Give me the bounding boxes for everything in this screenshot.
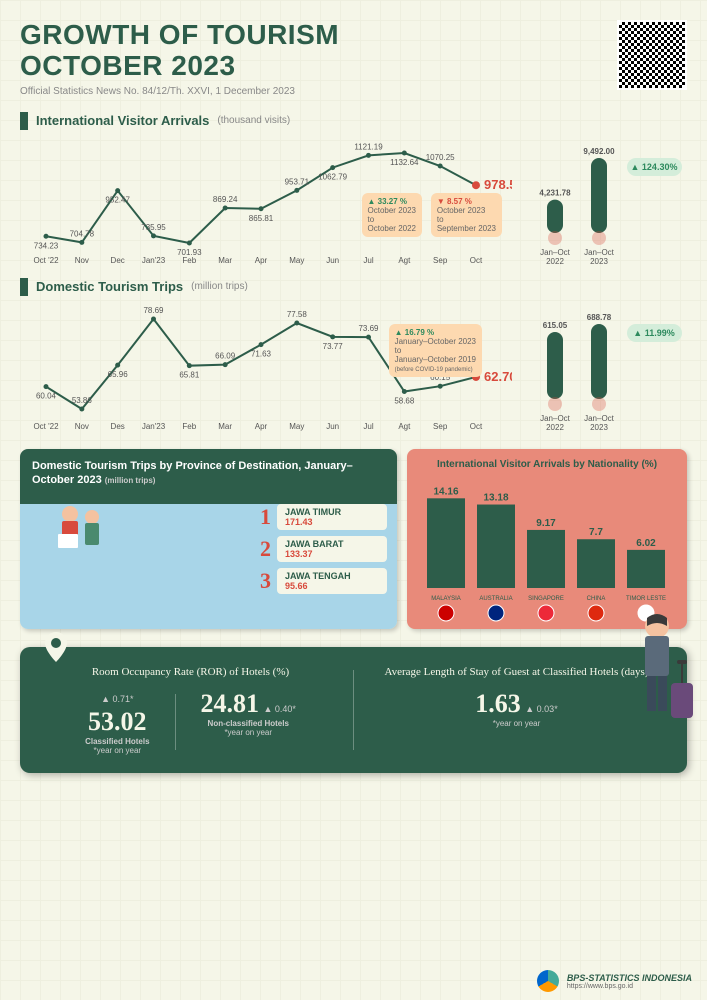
- svg-text:13.18: 13.18: [483, 492, 508, 503]
- svg-text:9.17: 9.17: [536, 518, 556, 529]
- svg-text:Oct '22: Oct '22: [33, 422, 59, 431]
- svg-text:Oct '22: Oct '22: [33, 256, 59, 265]
- subtitle: Official Statistics News No. 84/12/Th. X…: [20, 86, 339, 97]
- svg-text:TIMOR LESTE: TIMOR LESTE: [626, 596, 666, 602]
- svg-text:4,231.78: 4,231.78: [539, 188, 571, 197]
- svg-text:78.69: 78.69: [143, 306, 164, 315]
- svg-text:869.24: 869.24: [213, 195, 238, 204]
- svg-text:65.81: 65.81: [179, 370, 200, 379]
- svg-text:Jan–Oct: Jan–Oct: [584, 414, 615, 423]
- svg-text:Mar: Mar: [218, 256, 232, 265]
- domestic-bar-compare: 615.05 688.78 Jan–Oct2022Jan–Oct2023 ▲ 1…: [527, 304, 687, 434]
- domestic-line-chart: 60.04 Oct '22 53.86 Nov 65.96 Des 78.69 Jan'23 6…: [20, 304, 512, 434]
- location-pin-icon: [45, 632, 67, 662]
- svg-text:9,492.00: 9,492.00: [583, 147, 615, 156]
- svg-text:Jan–Oct: Jan–Oct: [540, 248, 571, 257]
- svg-text:Sep: Sep: [433, 422, 448, 431]
- svg-text:Jun: Jun: [326, 422, 339, 431]
- svg-text:615.05: 615.05: [543, 321, 568, 330]
- svg-text:688.78: 688.78: [587, 313, 612, 322]
- svg-text:73.77: 73.77: [323, 341, 344, 350]
- svg-text:1062.79: 1062.79: [318, 172, 347, 181]
- bottom-stats: Room Occupancy Rate (ROR) of Hotels (%) …: [20, 647, 687, 773]
- svg-text:Jan–Oct: Jan–Oct: [584, 248, 615, 257]
- svg-text:952.47: 952.47: [105, 195, 130, 204]
- svg-text:1070.25: 1070.25: [426, 153, 455, 162]
- svg-text:60.04: 60.04: [36, 391, 57, 400]
- svg-text:Feb: Feb: [182, 422, 196, 431]
- svg-text:66.09: 66.09: [215, 351, 236, 360]
- bps-logo-icon: [537, 970, 559, 992]
- svg-text:Jul: Jul: [363, 256, 373, 265]
- svg-text:53.86: 53.86: [72, 396, 93, 405]
- svg-text:Agt: Agt: [398, 422, 411, 431]
- svg-text:865.81: 865.81: [249, 213, 274, 222]
- intl-line-chart: 734.23 Oct '22 704.78 Nov 952.47 Dec 735.95 Jan…: [20, 138, 512, 268]
- svg-text:704.78: 704.78: [70, 229, 95, 238]
- nationality-box: International Visitor Arrivals by Nation…: [407, 449, 687, 629]
- intl-bar-compare: 4,231.78 9,492.00 Jan–Oct2022Jan–Oct2023…: [527, 138, 687, 268]
- svg-text:Nov: Nov: [75, 256, 89, 265]
- svg-text:Apr: Apr: [255, 422, 268, 431]
- svg-text:Mar: Mar: [218, 422, 232, 431]
- province-rank-item: 3 JAWA TENGAH95.66: [260, 568, 387, 594]
- header: GROWTH OF TOURISM OCTOBER 2023 Official …: [20, 20, 687, 97]
- svg-text:7.7: 7.7: [589, 527, 603, 538]
- svg-text:Oct: Oct: [470, 256, 483, 265]
- title-line2: OCTOBER 2023: [20, 51, 339, 82]
- intl-section-label: International Visitor Arrivals (thousand…: [20, 112, 687, 130]
- qr-code[interactable]: [617, 20, 687, 90]
- svg-text:71.63: 71.63: [251, 349, 272, 358]
- tourist-icon: [50, 499, 110, 569]
- svg-text:Sep: Sep: [433, 256, 448, 265]
- svg-text:Des: Des: [111, 422, 125, 431]
- province-rank-item: 2 JAWA BARAT133.37: [260, 536, 387, 562]
- svg-text:62.70: 62.70: [484, 369, 512, 384]
- svg-text:May: May: [289, 256, 304, 265]
- svg-text:Oct: Oct: [470, 422, 483, 431]
- svg-text:734.23: 734.23: [34, 241, 59, 250]
- svg-text:65.96: 65.96: [108, 370, 129, 379]
- svg-text:Jan'23: Jan'23: [142, 422, 166, 431]
- svg-text:1121.19: 1121.19: [354, 142, 383, 151]
- svg-text:Apr: Apr: [255, 256, 268, 265]
- svg-text:AUSTRALIA: AUSTRALIA: [479, 596, 512, 602]
- svg-text:978.50: 978.50: [484, 177, 512, 192]
- svg-text:Jul: Jul: [363, 422, 373, 431]
- svg-text:2023: 2023: [590, 423, 608, 432]
- svg-text:58.68: 58.68: [394, 396, 415, 405]
- svg-text:2023: 2023: [590, 257, 608, 266]
- svg-text:May: May: [289, 422, 304, 431]
- svg-text:73.69: 73.69: [358, 324, 379, 333]
- footer: BPS-STATISTICS INDONESIA https://www.bps…: [537, 970, 692, 992]
- svg-text:Feb: Feb: [182, 256, 196, 265]
- svg-text:Agt: Agt: [398, 256, 411, 265]
- svg-text:14.16: 14.16: [433, 486, 458, 497]
- traveler-icon: [617, 608, 697, 738]
- svg-text:Jun: Jun: [326, 256, 339, 265]
- province-rank-item: 1 JAWA TIMUR171.43: [260, 504, 387, 530]
- svg-text:2022: 2022: [546, 257, 564, 266]
- svg-text:2022: 2022: [546, 423, 564, 432]
- province-box: Domestic Tourism Trips by Province of De…: [20, 449, 397, 629]
- svg-text:77.58: 77.58: [287, 310, 308, 319]
- svg-text:Jan–Oct: Jan–Oct: [540, 414, 571, 423]
- svg-text:6.02: 6.02: [636, 537, 656, 548]
- svg-text:CHINA: CHINA: [587, 596, 606, 602]
- svg-text:MALAYSIA: MALAYSIA: [431, 596, 461, 602]
- domestic-section-label: Domestic Tourism Trips (million trips): [20, 278, 687, 296]
- svg-text:Jan'23: Jan'23: [142, 256, 166, 265]
- svg-text:▲ 11.99%: ▲ 11.99%: [633, 328, 674, 338]
- svg-text:SINGAPORE: SINGAPORE: [528, 596, 564, 602]
- svg-text:Nov: Nov: [75, 422, 89, 431]
- svg-text:▲ 124.30%: ▲ 124.30%: [631, 162, 678, 172]
- svg-text:953.71: 953.71: [285, 177, 310, 186]
- svg-text:1132.64: 1132.64: [390, 158, 419, 167]
- title-line1: GROWTH OF TOURISM: [20, 20, 339, 51]
- svg-text:Dec: Dec: [111, 256, 125, 265]
- svg-text:735.95: 735.95: [141, 222, 166, 231]
